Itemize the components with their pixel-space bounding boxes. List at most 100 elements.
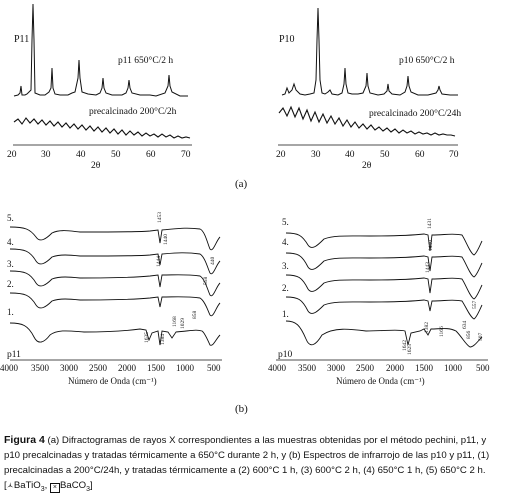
ftir-right-peak-557: 557 [472, 301, 478, 310]
xrd-right-tick-60: 60 [415, 150, 425, 160]
ftir-left-tick-4000: 4000 [0, 363, 19, 373]
ftir-right-x-label: Número de Onda (cm⁻¹) [336, 376, 425, 386]
legend-baco3-sub: 3 [86, 485, 91, 493]
xrd-left-tick-60: 60 [146, 150, 156, 160]
ftir-right-curve-2: 2. [282, 283, 289, 293]
ftir-left-peak-558: 558 [203, 277, 209, 286]
ftir-left-peak-858: 858 [192, 311, 198, 320]
ftir-left-tick-1500: 1500 [147, 363, 166, 373]
ftir-left-peak-1635: 1635 [144, 332, 150, 343]
ftir-right-peak-1625: 1625 [407, 344, 413, 355]
ftir-right-peak-1440: 1440 [428, 240, 434, 251]
ftir-right-spectrum-2 [285, 296, 483, 320]
ftir-right-tick-500: 500 [476, 363, 490, 373]
xrd-right-top-trace [281, 7, 458, 96]
panel-a-label: (a) [235, 178, 248, 190]
legend-batio3: BaTiO [13, 480, 41, 491]
xrd-right-tick-30: 30 [311, 150, 321, 160]
ftir-left-curve-5: 5. [7, 213, 14, 223]
legend-batio3-sub: 3 [40, 485, 45, 493]
ftir-left-tick-2000: 2000 [118, 363, 137, 373]
caption-end: ] [90, 480, 93, 491]
ftir-left-spectrum-3 [9, 270, 221, 297]
ftir-right-peak-1431: 1431 [427, 218, 433, 229]
xrd-left-x-label: 2θ [91, 161, 101, 171]
ftir-right-curve-1: 1. [282, 309, 289, 319]
legend-baco3: BaCO [59, 480, 87, 491]
ftir-right-peak-1642: 1642 [402, 340, 408, 351]
baco3-symbol-icon: × [49, 483, 60, 493]
ftir-left-curve-4: 4. [7, 237, 14, 247]
xrd-left-tick-40: 40 [76, 150, 86, 160]
ftir-right-tick-3500: 3500 [298, 363, 317, 373]
ftir-right-plot: 5. 4. 3. 2. 1. 1431 1440 1443 1642 1625 … [268, 217, 490, 386]
ftir-panel: 5. 4. 3. 2. 1. 1453 1440 1444 1635 1384 … [0, 212, 490, 415]
xrd-left-bottom-trace [13, 117, 191, 139]
xrd-left-top-label: p11 650°C/2 h [118, 55, 173, 66]
xrd-right-tick-70: 70 [449, 150, 459, 160]
ftir-left-curve-3: 3. [7, 259, 14, 269]
panel-b-label: (b) [235, 403, 248, 415]
ftir-left-tick-3500: 3500 [31, 363, 50, 373]
xrd-right-x-label: 2θ [362, 161, 372, 171]
ftir-right-tick-2000: 2000 [386, 363, 405, 373]
ftir-right-tick-4000: 4000 [268, 363, 287, 373]
ftir-right-spectrum-4 [285, 252, 483, 278]
ftir-right-tick-1000: 1000 [444, 363, 463, 373]
xrd-left-tick-30: 30 [41, 150, 51, 160]
ftir-left-peak-440: 440 [210, 257, 216, 266]
xrd-left-top-trace [13, 3, 188, 97]
ftir-right-peak-507: 507 [478, 333, 484, 342]
xrd-left-plot: P11 p11 650°C/2 h precalcinado 200°C/2h … [7, 3, 192, 171]
xrd-left-sample-label: P11 [14, 34, 29, 45]
ftir-right-tick-1500: 1500 [415, 363, 434, 373]
ftir-right-spectrum-3 [285, 274, 483, 300]
ftir-left-tick-3000: 3000 [60, 363, 79, 373]
xrd-right-bottom-label: precalcinado 200°C/24h [369, 108, 461, 119]
xrd-left-bottom-label: precalcinado 200°C/2h [89, 106, 177, 117]
ftir-left-peak-1453: 1453 [157, 212, 163, 223]
ftir-left-spectrum-5 [9, 226, 221, 251]
xrd-panel: P11 p11 650°C/2 h precalcinado 200°C/2h … [7, 3, 461, 190]
ftir-left-sample-label: p11 [7, 350, 21, 360]
xrd-right-tick-20: 20 [276, 150, 286, 160]
ftir-right-curve-4: 4. [282, 237, 289, 247]
caption-body: (a) Difractogramas de rayos X correspond… [4, 435, 490, 491]
ftir-left-x-label: Número de Onda (cm⁻¹) [68, 376, 157, 386]
ftir-left-curve-2: 2. [7, 279, 14, 289]
xrd-right-tick-40: 40 [345, 150, 355, 160]
xrd-right-top-label: p10 650°C/2 h [399, 55, 455, 66]
ftir-right-spectrum-1 [285, 320, 483, 348]
ftir-left-spectrum-4 [9, 248, 221, 275]
ftir-left-peak-1029: 1029 [180, 318, 186, 329]
ftir-right-peak-1382: 1382 [424, 322, 430, 333]
ftir-left-peak-1168: 1168 [172, 316, 178, 327]
ftir-right-peak-1443: 1443 [425, 262, 431, 273]
ftir-left-plot: 5. 4. 3. 2. 1. 1453 1440 1444 1635 1384 … [0, 212, 222, 386]
xrd-right-bottom-trace [278, 105, 456, 137]
ftir-left-curve-1: 1. [7, 307, 14, 317]
ftir-left-peak-1444: 1444 [156, 256, 162, 267]
ftir-left-tick-1000: 1000 [176, 363, 195, 373]
ftir-left-tick-500: 500 [207, 363, 221, 373]
ftir-right-tick-2500: 2500 [356, 363, 375, 373]
ftir-right-curve-3: 3. [282, 261, 289, 271]
xrd-right-plot: P10 p10 650°C/2 h precalcinado 200°C/24h… [276, 7, 461, 171]
xrd-right-sample-label: P10 [279, 34, 295, 45]
ftir-right-curve-5: 5. [282, 217, 289, 227]
figure-caption: Figura 4 (a) Difractogramas de rayos X c… [4, 434, 490, 493]
ftir-right-sample-label: p10 [278, 350, 293, 360]
xrd-left-tick-50: 50 [111, 150, 121, 160]
figure-number: Figura 4 [4, 434, 45, 446]
xrd-left-tick-70: 70 [181, 150, 191, 160]
ftir-right-peak-1166: 1166 [439, 326, 445, 337]
xrd-right-tick-50: 50 [380, 150, 390, 160]
batio3-symbol-icon: 🟀 [6, 480, 14, 490]
ftir-left-peak-1440: 1440 [163, 234, 169, 245]
ftir-left-peak-1384: 1384 [160, 334, 166, 345]
ftir-right-tick-3000: 3000 [327, 363, 346, 373]
ftir-left-spectrum-2 [9, 292, 221, 317]
ftir-right-peak-634: 634 [462, 321, 468, 330]
xrd-left-tick-20: 20 [7, 150, 17, 160]
ftir-left-tick-2500: 2500 [89, 363, 108, 373]
